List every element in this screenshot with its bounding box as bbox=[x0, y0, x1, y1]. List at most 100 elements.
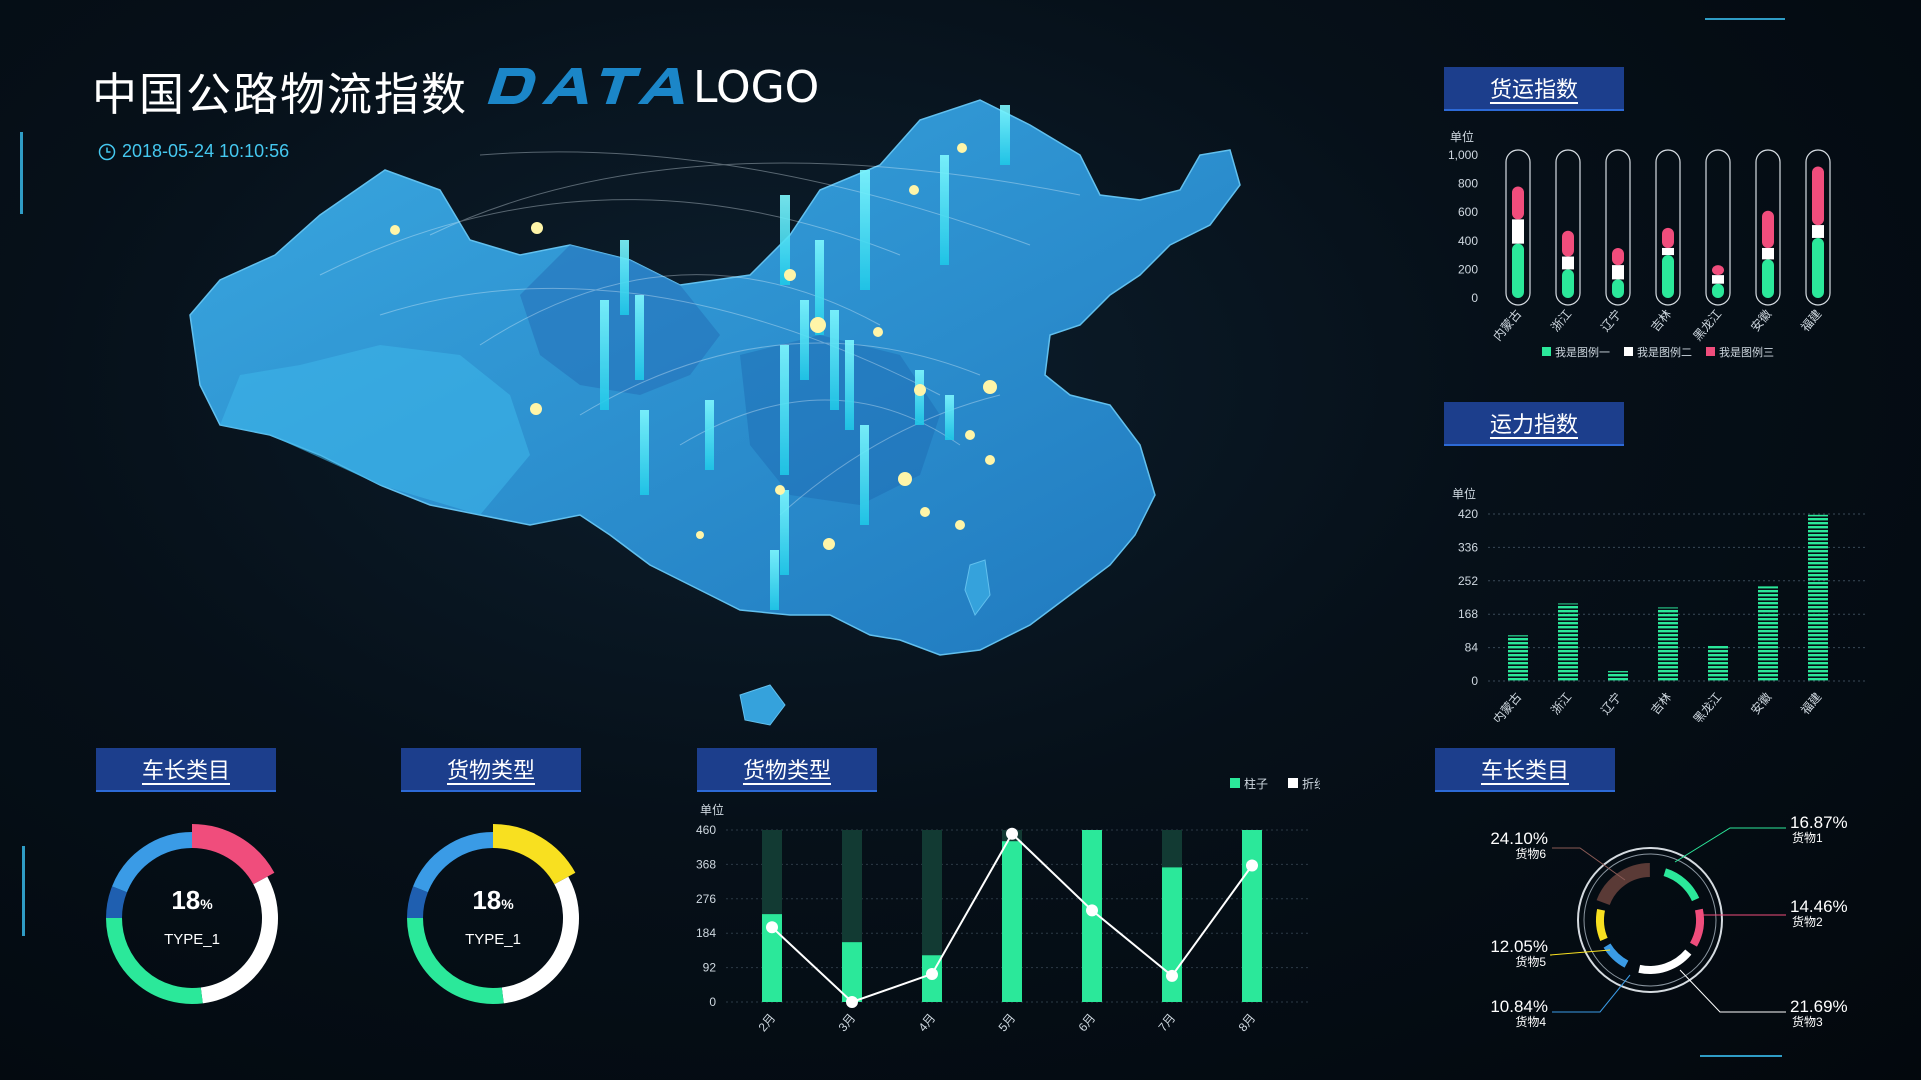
bar-segment bbox=[1712, 275, 1724, 284]
bar bbox=[1808, 514, 1828, 681]
ring-segment bbox=[1603, 943, 1629, 968]
slice-percent: 10.84% bbox=[1490, 997, 1548, 1016]
goods-type-combo-chart: 单位 0 92 184 276 368 460 2月 3月 4月 5月 6月 7月 8月 柱子 折线 bbox=[696, 776, 1320, 1034]
x-tick-label: 8月 bbox=[1236, 1011, 1259, 1034]
capacity-index-chart: 单位 0 84 168 252 336 420 内蒙古 浙江 辽宁 吉林 黑龙江 安徽 福建 bbox=[1452, 486, 1865, 722]
bar-segment bbox=[1662, 255, 1674, 298]
legend-label: 柱子 bbox=[1244, 776, 1268, 791]
leader-line bbox=[1552, 974, 1631, 1013]
ring-outline bbox=[1583, 853, 1717, 987]
bar-segment bbox=[1812, 166, 1824, 226]
x-tick-label: 黑龙江 bbox=[1690, 690, 1724, 722]
panel-title-goods-type-left: 货物类型 bbox=[401, 748, 581, 792]
bar-track bbox=[1605, 149, 1631, 306]
ring-segment bbox=[1663, 868, 1700, 902]
x-tick-label: 辽宁 bbox=[1597, 689, 1624, 717]
map-island-taiwan bbox=[964, 559, 991, 617]
bar-segment bbox=[1812, 225, 1824, 238]
datetime-text: 2018-05-24 10:10:56 bbox=[122, 141, 290, 161]
ring-segment bbox=[1596, 908, 1608, 942]
y-tick-label: 336 bbox=[1458, 540, 1478, 554]
x-tick-label: 安徽 bbox=[1747, 689, 1774, 717]
bar-segment bbox=[1662, 227, 1674, 248]
bar-track bbox=[1505, 149, 1531, 306]
line-point bbox=[846, 996, 858, 1008]
frame-accent-line bbox=[22, 846, 25, 936]
legend-swatch bbox=[1288, 778, 1298, 788]
x-tick-label: 2月 bbox=[756, 1011, 779, 1034]
bar bbox=[1558, 603, 1578, 681]
legend-swatch bbox=[1230, 778, 1240, 788]
donut-percent: 18% bbox=[472, 885, 514, 915]
x-tick-label: 内蒙古 bbox=[1490, 689, 1525, 722]
bar bbox=[1658, 607, 1678, 681]
slice-name: 货物1 bbox=[1792, 830, 1823, 845]
slice-percent: 21.69% bbox=[1790, 997, 1848, 1016]
x-tick-label: 5月 bbox=[996, 1011, 1019, 1034]
panel-title-vehicle-length-right: 车长类目 bbox=[1435, 748, 1615, 792]
donut-segment bbox=[112, 832, 193, 893]
donut-label: TYPE_1 bbox=[164, 931, 220, 948]
bar-segment bbox=[1562, 256, 1574, 270]
bar-segment bbox=[1662, 247, 1674, 256]
bar-segment bbox=[1512, 219, 1524, 244]
line-point bbox=[1246, 859, 1258, 872]
bar-segment bbox=[1812, 237, 1824, 298]
donut-segment bbox=[407, 917, 504, 1004]
slice-percent: 14.46% bbox=[1790, 897, 1848, 916]
donut-segment bbox=[200, 876, 278, 1004]
x-tick-label: 4月 bbox=[916, 1011, 939, 1034]
y-tick-label: 420 bbox=[1458, 507, 1478, 521]
x-tick-label: 辽宁 bbox=[1597, 306, 1624, 334]
ring-segment bbox=[1689, 908, 1704, 947]
bar-segment bbox=[1562, 269, 1574, 298]
map-island-hainan bbox=[739, 684, 786, 726]
y-tick-label: 1,000 bbox=[1448, 148, 1478, 162]
bar-segment bbox=[1512, 186, 1524, 220]
bar-segment bbox=[1612, 247, 1624, 266]
vehicle-length-ring-chart: 16.87%货物1 14.46%货物2 21.69%货物3 10.84%货物4 12.0… bbox=[1490, 813, 1848, 1029]
y-tick-label: 92 bbox=[703, 961, 717, 975]
bar bbox=[1758, 586, 1778, 681]
donut-segment bbox=[106, 886, 128, 919]
y-axis-title: 单位 bbox=[700, 802, 724, 817]
donut-segment bbox=[492, 824, 576, 885]
slice-name: 货物3 bbox=[1792, 1014, 1823, 1029]
ring-segment bbox=[1596, 863, 1651, 906]
frame-accent-line bbox=[1705, 18, 1785, 20]
freight-index-chart: 单位 0 200 400 600 800 1,000 内蒙古 浙江 辽宁 吉林 黑龙江 安徽 福建我是图例… bbox=[1448, 129, 1831, 359]
x-tick-label: 浙江 bbox=[1548, 307, 1574, 334]
bar bbox=[1608, 671, 1628, 681]
bar bbox=[762, 914, 782, 1002]
x-tick-label: 内蒙古 bbox=[1490, 306, 1525, 343]
x-tick-label: 7月 bbox=[1156, 1011, 1179, 1034]
x-tick-label: 3月 bbox=[836, 1011, 859, 1034]
donut-segment bbox=[413, 832, 494, 893]
legend-label: 我是图例三 bbox=[1719, 345, 1774, 359]
legend-label: 我是图例一 bbox=[1555, 345, 1610, 359]
slice-percent: 16.87% bbox=[1790, 813, 1848, 832]
leader-line bbox=[1674, 827, 1786, 863]
bar-track bbox=[1555, 149, 1581, 306]
y-tick-label: 0 bbox=[1471, 291, 1478, 305]
y-tick-label: 184 bbox=[696, 926, 716, 940]
y-tick-label: 400 bbox=[1458, 234, 1478, 248]
x-tick-label: 黑龙江 bbox=[1690, 307, 1724, 344]
bar-segment bbox=[1612, 265, 1624, 280]
donut-segment bbox=[106, 917, 203, 1004]
line-point bbox=[926, 967, 938, 980]
frame-accent-line bbox=[20, 132, 23, 214]
bar-track bbox=[1755, 149, 1781, 306]
donut-chart-vehicle-length: 18% TYPE_1 bbox=[106, 824, 278, 1004]
y-tick-label: 200 bbox=[1458, 262, 1478, 276]
y-axis-title: 单位 bbox=[1452, 486, 1476, 501]
x-tick-label: 浙江 bbox=[1548, 690, 1574, 717]
slice-name: 货物2 bbox=[1792, 914, 1823, 929]
legend-swatch bbox=[1706, 347, 1715, 356]
ring-outline bbox=[1577, 847, 1723, 993]
frame-accent-line bbox=[1700, 1055, 1782, 1057]
bar-segment bbox=[1762, 210, 1774, 248]
bar bbox=[1708, 646, 1728, 681]
leader-line bbox=[1549, 949, 1611, 956]
panel-title-freight-index: 货运指数 bbox=[1444, 67, 1624, 111]
